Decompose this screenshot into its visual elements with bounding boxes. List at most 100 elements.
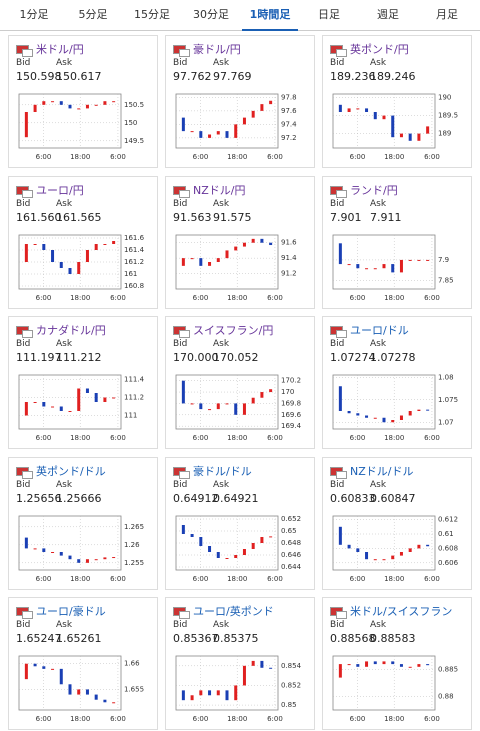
rate-card[interactable]: カナダドル/円 Bid Ask 111.197 111.212 111 111.2 111.4… bbox=[8, 316, 158, 449]
ask-value: 0.88583 bbox=[370, 632, 416, 645]
candle bbox=[51, 406, 55, 408]
mini-chart: 7.85 7.9 6:00 18:00 6:00 bbox=[332, 234, 454, 302]
x-tick-label: 18:00 bbox=[227, 153, 247, 161]
x-tick-label: 6:00 bbox=[110, 434, 126, 442]
rate-card[interactable]: 米ドル/円 Bid Ask 150.598 150.617 149.5 150 150.5 6:… bbox=[8, 35, 158, 168]
pair-name[interactable]: 英ポンド/円 bbox=[350, 43, 409, 56]
candle bbox=[242, 117, 246, 125]
flag-icon bbox=[336, 470, 347, 479]
mini-chart: 149.5 150 150.5 6:00 18:00 6:00 bbox=[18, 93, 144, 161]
candle bbox=[68, 411, 72, 412]
candle bbox=[269, 242, 273, 245]
candle bbox=[59, 551, 63, 556]
x-tick-label: 6:00 bbox=[36, 575, 52, 583]
y-tick-label: 0.85 bbox=[281, 701, 297, 709]
y-tick-label: 161.4 bbox=[124, 246, 145, 254]
rate-card[interactable]: 英ポンド/円 Bid Ask 189.236 189.246 189 189.5 190 6:0… bbox=[322, 35, 472, 168]
y-tick-label: 189.5 bbox=[438, 112, 458, 120]
candle bbox=[373, 112, 377, 120]
pair-name[interactable]: 米ドル/スイスフラン bbox=[350, 605, 453, 618]
candle bbox=[338, 526, 342, 545]
candle bbox=[399, 133, 403, 138]
x-tick-label: 6:00 bbox=[350, 575, 366, 583]
candle bbox=[365, 415, 369, 418]
bid-value: 1.65247 bbox=[16, 632, 62, 645]
candle bbox=[68, 684, 72, 695]
pair-name[interactable]: NZドル/円 bbox=[193, 183, 246, 197]
candle bbox=[251, 238, 255, 243]
bid-label: Bid bbox=[330, 58, 345, 68]
flag-icon bbox=[179, 49, 190, 57]
mini-chart: 189 189.5 190 6:00 18:00 6:00 bbox=[332, 94, 458, 161]
rate-card[interactable]: ユーロ/円 Bid Ask 161.560 161.565 160.8 161 161.2 16… bbox=[8, 175, 158, 309]
rate-card[interactable]: 英ポンド/ドル Bid Ask 1.25656 1.25666 1.255 1.26 1.26… bbox=[8, 456, 158, 590]
tab[interactable]: 5分足 bbox=[78, 8, 108, 21]
candle bbox=[24, 243, 28, 262]
candle bbox=[208, 409, 212, 411]
rate-card[interactable]: ユーロ/豪ドル Bid Ask 1.65247 1.65261 1.655 1.66 6:00… bbox=[8, 597, 158, 730]
y-tick-label: 111.2 bbox=[124, 394, 144, 402]
y-tick-label: 1.655 bbox=[124, 685, 144, 693]
tab[interactable]: 日足 bbox=[318, 8, 340, 21]
pair-name[interactable]: ユーロ/ドル bbox=[350, 324, 409, 337]
pair-name[interactable]: カナダドル/円 bbox=[36, 324, 106, 337]
ask-label: Ask bbox=[213, 58, 230, 68]
ask-label: Ask bbox=[213, 620, 230, 630]
candle bbox=[59, 406, 63, 411]
rate-card[interactable]: スイスフラン/円 Bid Ask 170.000 170.052 169.4 169.6 16… bbox=[165, 316, 315, 449]
candle bbox=[33, 243, 37, 245]
pair-name[interactable]: ユーロ/英ポンド bbox=[193, 605, 274, 618]
pair-name[interactable]: ユーロ/豪ドル bbox=[36, 605, 106, 618]
rate-card[interactable]: 豪ドル/円 Bid Ask 97.762 97.769 97.2 97.4 97.6 97.8 6… bbox=[165, 35, 315, 168]
candle bbox=[42, 666, 46, 669]
mini-chart: 1.255 1.26 1.265 6:00 18:00 6:00 bbox=[18, 515, 144, 583]
x-tick-label: 6:00 bbox=[350, 434, 366, 442]
x-tick-label: 18:00 bbox=[227, 715, 247, 723]
mini-chart: 91.2 91.4 91.6 6:00 18:00 6:00 bbox=[175, 234, 297, 302]
tab[interactable]: 30分足 bbox=[193, 8, 229, 21]
pair-name[interactable]: 米ドル/円 bbox=[36, 43, 84, 56]
candle bbox=[42, 101, 46, 105]
pair-name[interactable]: 英ポンド/ドル bbox=[36, 464, 106, 478]
y-tick-label: 0.652 bbox=[281, 515, 301, 523]
pair-name[interactable]: スイスフラン/円 bbox=[193, 324, 274, 337]
candle bbox=[94, 243, 98, 250]
pair-name[interactable]: 豪ドル/ドル bbox=[193, 464, 252, 478]
candle bbox=[181, 257, 185, 266]
candle bbox=[426, 409, 430, 411]
bid-value: 97.762 bbox=[173, 70, 212, 83]
candle bbox=[426, 126, 430, 134]
candle bbox=[42, 547, 46, 552]
pair-name[interactable]: ユーロ/円 bbox=[36, 183, 84, 197]
rate-card[interactable]: ランド/円 Bid Ask 7.901 7.911 7.85 7.9 6:00 18:00 6:0… bbox=[322, 175, 472, 309]
y-tick-label: 97.4 bbox=[281, 120, 297, 128]
candle bbox=[51, 551, 55, 553]
pair-name[interactable]: NZドル/ドル bbox=[350, 464, 414, 478]
rate-card[interactable]: 米ドル/スイスフラン Bid Ask 0.88568 0.88583 0.88 0.885 6… bbox=[322, 597, 472, 730]
ask-label: Ask bbox=[370, 198, 387, 209]
x-tick-label: 6:00 bbox=[267, 715, 283, 723]
rate-card[interactable]: ユーロ/英ポンド Bid Ask 0.85367 0.85375 0.85 0.852 0.8… bbox=[165, 597, 315, 730]
rate-card[interactable]: 豪ドル/ドル Bid Ask 0.64912 0.64921 0.644 0.646 0.64… bbox=[165, 456, 315, 590]
y-tick-label: 170.2 bbox=[281, 377, 301, 385]
flag-icon bbox=[22, 470, 33, 479]
candle bbox=[190, 131, 194, 133]
tab[interactable]: 1時間足 bbox=[242, 0, 298, 31]
candle bbox=[68, 267, 72, 274]
ask-label: Ask bbox=[213, 198, 230, 209]
x-tick-label: 6:00 bbox=[424, 575, 440, 583]
candle bbox=[94, 694, 98, 700]
tab[interactable]: 月足 bbox=[436, 8, 458, 21]
candle bbox=[24, 663, 28, 680]
candle bbox=[356, 108, 360, 110]
rate-card[interactable]: ユーロ/ドル Bid Ask 1.07274 1.07278 1.07 1.075 1.08 6… bbox=[322, 316, 472, 449]
y-tick-label: 0.852 bbox=[281, 681, 301, 689]
candle bbox=[242, 242, 246, 247]
pair-name[interactable]: 豪ドル/円 bbox=[193, 43, 241, 56]
rate-card[interactable]: NZドル/ドル Bid Ask 0.60833 0.60847 0.606 0.608 0.6… bbox=[322, 456, 472, 590]
tab[interactable]: 1分足 bbox=[19, 8, 49, 21]
tab[interactable]: 週足 bbox=[377, 8, 399, 21]
tab[interactable]: 15分足 bbox=[134, 8, 170, 21]
pair-name[interactable]: ランド/円 bbox=[350, 183, 398, 197]
rate-card[interactable]: NZドル/円 Bid Ask 91.563 91.575 91.2 91.4 91.6 6:00… bbox=[165, 175, 315, 309]
